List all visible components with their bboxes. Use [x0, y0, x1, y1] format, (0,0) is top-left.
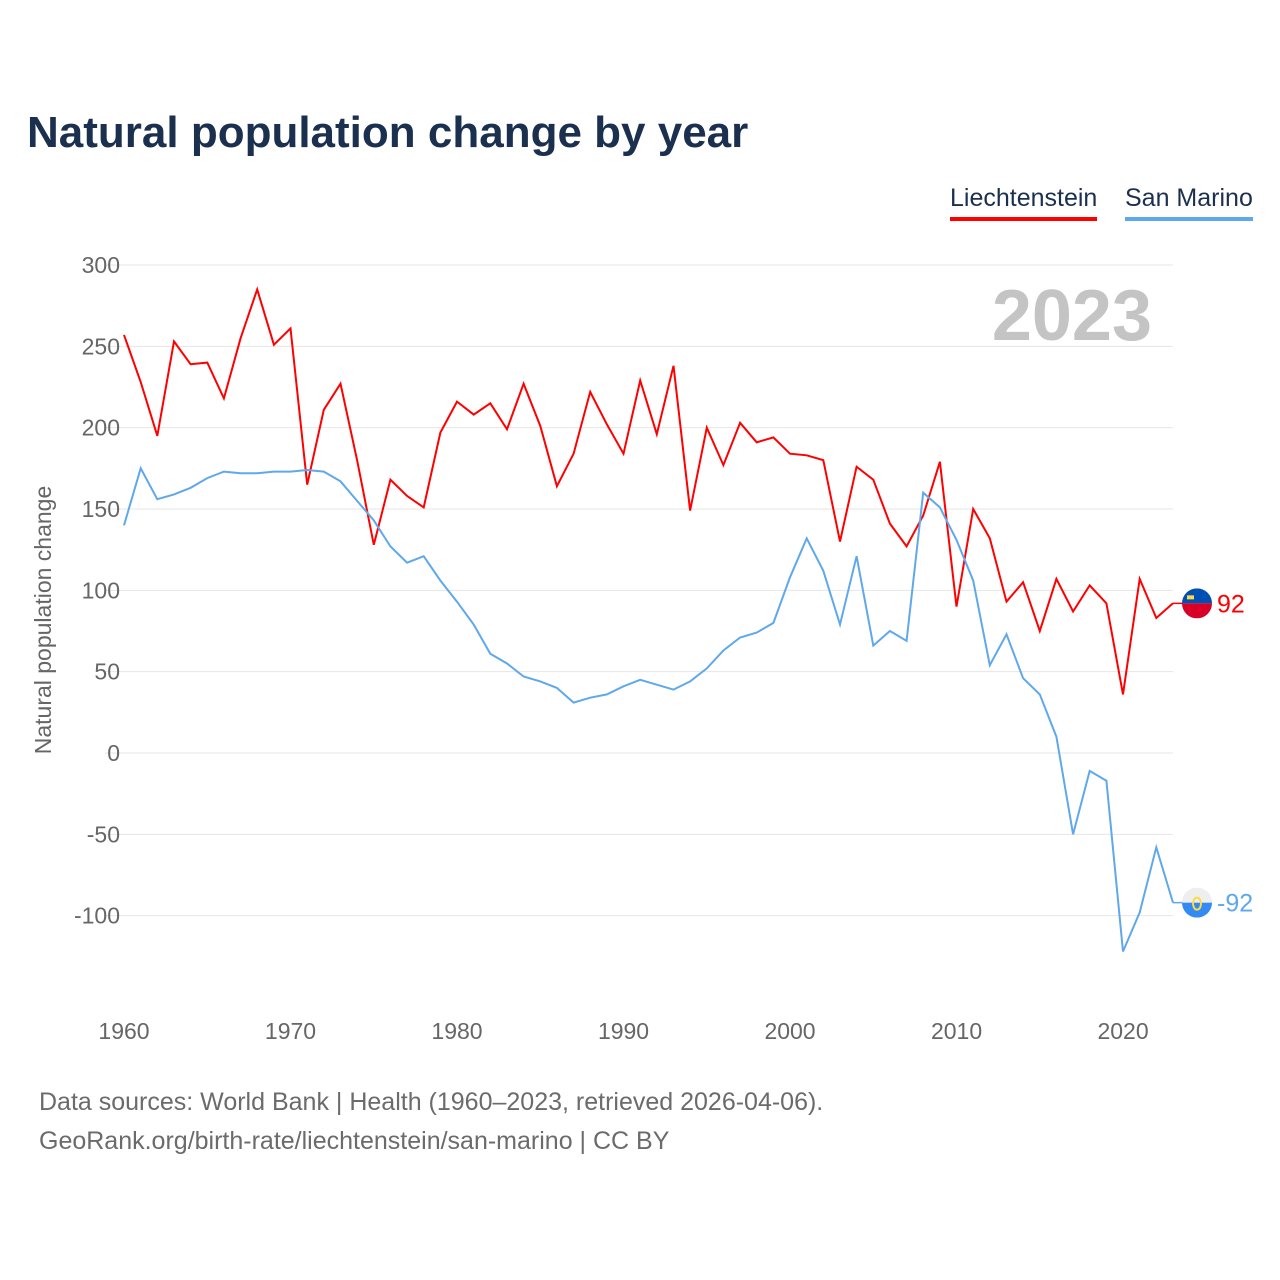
- chart-title: Natural population change by year: [27, 108, 749, 157]
- x-tick-label: 2020: [1097, 1018, 1148, 1044]
- end-value-label: 92: [1217, 590, 1245, 618]
- x-tick-label: 1990: [598, 1018, 649, 1044]
- x-tick-label: 1970: [265, 1018, 316, 1044]
- series-line-liechtenstein[interactable]: [123, 286, 1174, 695]
- legend-item-liechtenstein[interactable]: Liechtenstein: [950, 184, 1098, 221]
- y-tick-label: 200: [82, 415, 120, 441]
- y-tick-label: -100: [74, 903, 120, 929]
- y-tick-label: -50: [87, 821, 120, 847]
- footer-sources: Data sources: World Bank | Health (1960–…: [39, 1088, 824, 1116]
- legend-item-san-marino[interactable]: San Marino: [1125, 184, 1253, 221]
- x-tick-label: 1960: [98, 1018, 149, 1044]
- y-axis-label: Natural population change: [30, 486, 56, 755]
- x-tick-label: 2000: [764, 1018, 815, 1044]
- y-tick-label: 0: [107, 740, 120, 766]
- x-tick-label: 1980: [431, 1018, 482, 1044]
- y-tick-label: 50: [94, 659, 120, 685]
- series-line-san-marino[interactable]: [123, 465, 1174, 952]
- y-tick-label: 100: [82, 577, 120, 603]
- liechtenstein-flag-icon: [1182, 588, 1212, 619]
- footer-link[interactable]: GeoRank.org/birth-rate/liechtenstein/san…: [39, 1127, 670, 1155]
- y-tick-label: 250: [82, 333, 120, 359]
- current-year-label: 2023: [992, 276, 1152, 356]
- y-tick-label: 300: [82, 252, 120, 278]
- x-tick-label: 2010: [931, 1018, 982, 1044]
- y-tick-label: 150: [82, 496, 120, 522]
- end-value-label: -92: [1217, 890, 1253, 918]
- san-marino-flag-icon: [1182, 887, 1212, 918]
